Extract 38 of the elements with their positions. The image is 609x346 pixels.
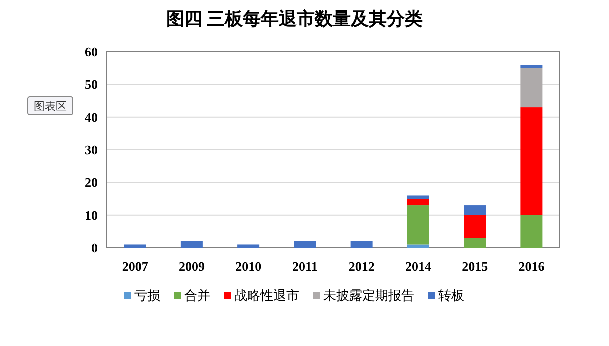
legend-label: 未披露定期报告 — [324, 288, 414, 303]
bar — [407, 196, 430, 199]
x-tick-label: 2007 — [122, 259, 149, 274]
chart-title: 图四 三板每年退市数量及其分类 — [166, 9, 423, 29]
bar — [350, 241, 373, 248]
x-tick-label: 2015 — [462, 259, 489, 274]
x-tick-label: 2014 — [405, 259, 432, 274]
bar — [407, 206, 430, 245]
legend-label: 合并 — [184, 288, 210, 303]
bar — [238, 244, 260, 248]
x-tick-label: 2011 — [292, 259, 318, 274]
y-tick-label: 10 — [85, 208, 98, 223]
legend-label: 战略性退市 — [234, 288, 300, 303]
bar — [464, 238, 486, 248]
x-tick-label: 2009 — [178, 259, 206, 274]
y-tick-label: 0 — [92, 240, 98, 256]
bar — [520, 215, 543, 248]
y-tick-label: 20 — [85, 175, 98, 190]
bar — [520, 65, 543, 68]
legend-label: 转板 — [438, 288, 464, 303]
y-tick-label: 50 — [85, 77, 98, 92]
bar — [407, 199, 430, 206]
legend-label: 亏损 — [134, 288, 160, 303]
bar — [124, 244, 146, 248]
x-tick-label: 2016 — [518, 259, 546, 274]
text: 图表区 — [34, 100, 67, 113]
x-tick-label: 2010 — [236, 259, 262, 274]
x-tick-label: 2012 — [348, 259, 375, 274]
bar — [180, 241, 203, 248]
y-tick-label: 60 — [85, 44, 98, 60]
y-tick-label: 40 — [85, 110, 98, 125]
bar — [520, 108, 543, 216]
bar — [294, 241, 316, 248]
bar — [464, 206, 486, 216]
bar — [520, 68, 543, 108]
y-tick-label: 30 — [85, 142, 98, 158]
bar — [464, 215, 486, 238]
bar — [407, 244, 430, 248]
